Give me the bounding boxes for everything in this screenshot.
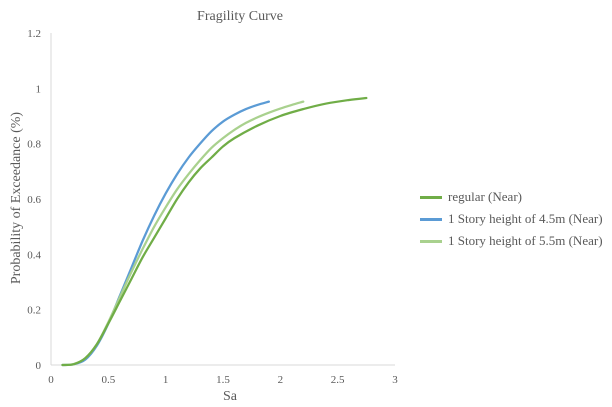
series-line-1: [61, 100, 270, 367]
y-tick-label: 0.6: [27, 194, 41, 206]
axes: [50, 33, 395, 366]
x-tick-label: 0: [48, 374, 54, 386]
x-axis-label: Sa: [223, 389, 237, 404]
series-line-0: [61, 96, 368, 367]
y-tick-label: 1: [36, 83, 42, 95]
series-lines: [61, 96, 368, 367]
x-tick-label: 0.5: [101, 374, 115, 386]
legend-item: regular (Near): [420, 186, 610, 208]
x-tick-label: 3: [392, 374, 398, 386]
x-tick-label: 1: [163, 374, 169, 386]
y-tick-label: 0.8: [27, 139, 41, 151]
legend-swatch: [420, 239, 442, 243]
x-tick-label: 1.5: [216, 374, 230, 386]
legend-swatch: [420, 217, 442, 221]
y-tick-label: 0.2: [27, 305, 41, 317]
chart-legend: regular (Near) 1 Story height of 4.5m (Ne…: [420, 186, 610, 252]
tick-labels: 0 0.5 1 1.5 2 2.5 3 0 0.2 0.4 0.6 0.8 1 1.2: [27, 28, 398, 386]
chart-title: Fragility Curve: [197, 9, 283, 24]
x-tick-label: 2: [278, 374, 284, 386]
legend-label: 1 Story height of 4.5m (Near): [448, 211, 603, 226]
legend-item: 1 Story height of 4.5m (Near): [420, 208, 610, 230]
legend-swatch: [420, 195, 442, 199]
series-line-2: [61, 100, 305, 367]
legend-label: 1 Story height of 5.5m (Near): [448, 233, 603, 248]
y-tick-label: 0: [36, 360, 42, 372]
y-axis-label: Probability of Exceedance (%): [9, 111, 24, 285]
x-tick-label: 2.5: [331, 374, 345, 386]
legend-item: 1 Story height of 5.5m (Near): [420, 230, 610, 252]
y-tick-label: 1.2: [27, 28, 41, 40]
legend-label: regular (Near): [448, 189, 522, 204]
y-tick-label: 0.4: [27, 249, 41, 261]
